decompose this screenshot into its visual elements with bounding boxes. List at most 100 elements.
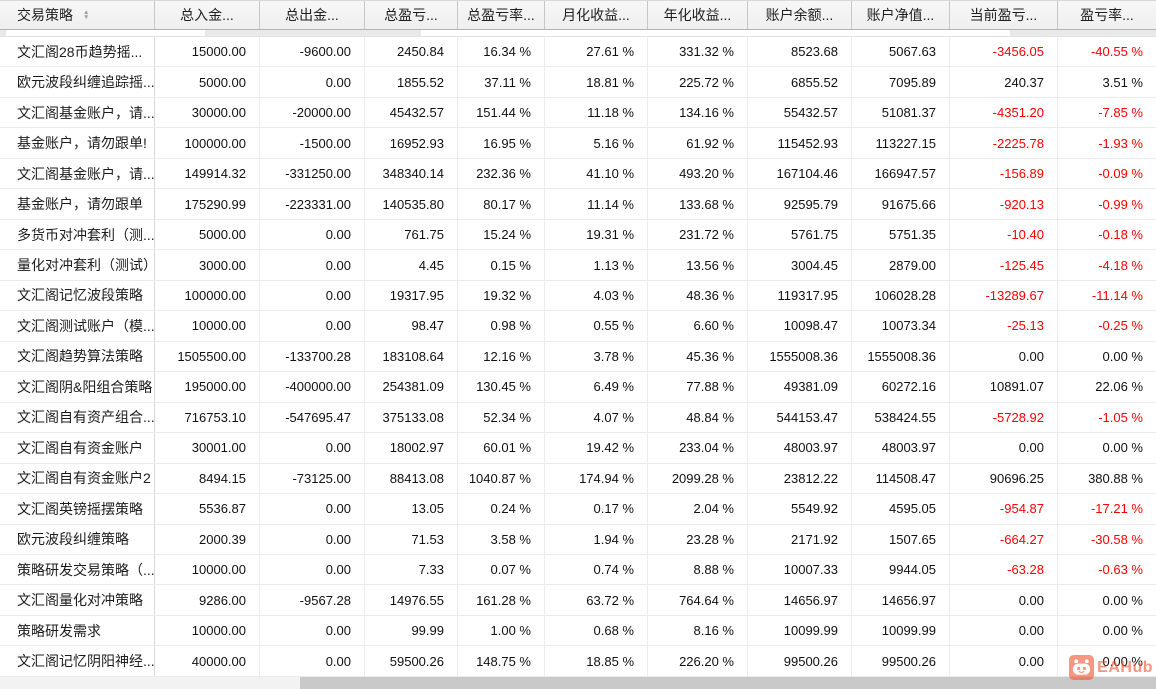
header-cell-1[interactable]: 总入金... <box>155 1 260 29</box>
table-row[interactable]: 文汇阁28币趋势摇... 15000.00 -9600.00 2450.84 16.34… <box>0 37 1156 68</box>
table-row[interactable]: 文汇阁趋势算法策略 1505500.00 -133700.28 183108.64 12… <box>0 341 1156 373</box>
value-cell: 1.13 % <box>545 250 648 280</box>
value-cell: -5728.92 <box>950 402 1058 433</box>
table-row[interactable]: 文汇阁记忆阴阳神经... 40000.00 0.00 59500.26 148.75 %… <box>0 646 1156 677</box>
value-cell: 77.88 % <box>648 372 748 402</box>
value-cell: 92595.79 <box>748 189 852 219</box>
value-cell: 45432.57 <box>365 97 458 128</box>
value-cell: 10099.99 <box>852 615 950 646</box>
header-cell-4[interactable]: 总盈亏率... <box>458 1 545 29</box>
value-cell: 167104.46 <box>748 158 852 189</box>
scrollbar-thumb[interactable] <box>300 677 1156 689</box>
header-cell-8[interactable]: 账户净值... <box>852 1 950 29</box>
header-label: 当前盈亏... <box>969 7 1038 23</box>
value-cell: 0.00 <box>950 433 1058 463</box>
table-row[interactable]: 文汇阁基金账户，请... 149914.32 -331250.00 348340.14… <box>0 158 1156 190</box>
value-cell: 0.00 <box>950 341 1058 372</box>
value-cell: 15.24 % <box>458 219 545 250</box>
header-cell-2[interactable]: 总出金... <box>260 1 365 29</box>
table-row[interactable]: 策略研发交易策略（... 10000.00 0.00 7.33 0.07 % 0.74 %… <box>0 554 1156 586</box>
value-cell: 41.10 % <box>545 158 648 189</box>
strategy-name-cell: 文汇阁量化对冲策略 <box>0 585 155 615</box>
value-cell: 99500.26 <box>748 646 852 676</box>
value-cell: 10891.07 <box>950 372 1058 402</box>
value-cell: 98.47 <box>365 311 458 341</box>
value-cell: 19317.95 <box>365 280 458 311</box>
value-cell: 48.36 % <box>648 280 748 311</box>
table-row[interactable]: 多货币对冲套利（测... 5000.00 0.00 761.75 15.24 % 19.3… <box>0 219 1156 251</box>
value-cell: 0.00 <box>260 615 365 646</box>
value-cell: -25.13 <box>950 311 1058 341</box>
value-cell: 48.84 % <box>648 402 748 433</box>
value-cell: 0.00 <box>260 494 365 524</box>
value-cell: -954.87 <box>950 494 1058 524</box>
value-cell: 232.36 % <box>458 158 545 189</box>
sort-icon[interactable]: ▲ ▼ <box>83 9 90 21</box>
table-row[interactable]: 文汇阁自有资金账户 30001.00 0.00 18002.97 60.01 % 19.4… <box>0 433 1156 464</box>
header-cell-3[interactable]: 总盈亏... <box>365 1 458 29</box>
value-cell: 0.98 % <box>458 311 545 341</box>
value-cell: 71.53 <box>365 524 458 554</box>
table-row[interactable]: 文汇阁阴&阳组合策略 195000.00 -400000.00 254381.09 13… <box>0 372 1156 403</box>
strategy-name-cell: 文汇阁记忆阴阳神经... <box>0 646 155 676</box>
header-cell-0[interactable]: 交易策略 ▲ ▼ <box>0 1 155 29</box>
header-cell-6[interactable]: 年化收益... <box>648 1 748 29</box>
value-cell: 1505500.00 <box>155 341 260 372</box>
table-row[interactable]: 量化对冲套利（测试） 3000.00 0.00 4.45 0.15 % 1.13 % 13.… <box>0 250 1156 281</box>
table-row[interactable]: 基金账户，请勿跟单! 100000.00 -1500.00 16952.93 16.95… <box>0 128 1156 159</box>
value-cell: -3456.05 <box>950 37 1058 67</box>
value-cell: 3.51 % <box>1102 74 1143 90</box>
value-cell: 175290.99 <box>155 189 260 219</box>
value-cell: -1.05 % <box>1098 409 1143 425</box>
partial-cell-shade <box>205 30 421 36</box>
strategy-name-cell: 欧元波段纠缠追踪摇... <box>0 67 155 97</box>
table-row[interactable]: 文汇阁量化对冲策略 9286.00 -9567.28 14976.55 161.28 %… <box>0 585 1156 616</box>
value-cell: 538424.55 <box>852 402 950 433</box>
table-row[interactable]: 文汇阁英镑摇摆策略 5536.87 0.00 13.05 0.24 % 0.17 % 2.0… <box>0 494 1156 525</box>
strategy-name-cell: 多货币对冲套利（测... <box>0 219 155 250</box>
value-cell: 5761.75 <box>748 219 852 250</box>
header-cell-7[interactable]: 账户余额... <box>748 1 852 29</box>
value-cell: 233.04 % <box>648 433 748 463</box>
header-cell-5[interactable]: 月化收益... <box>545 1 648 29</box>
value-cell: 22.06 % <box>1095 379 1143 395</box>
value-cell: -11.14 % <box>1091 287 1143 303</box>
header-label: 总盈亏... <box>384 7 438 23</box>
value-cell: 0.07 % <box>458 554 545 585</box>
value-cell: 106028.28 <box>852 280 950 311</box>
value-cell: 0.00 <box>260 433 365 463</box>
value-cell: 0.24 % <box>458 494 545 524</box>
value-cell: 5067.63 <box>852 37 950 67</box>
horizontal-scrollbar[interactable] <box>0 677 1156 689</box>
value-cell: 16952.93 <box>365 128 458 158</box>
value-cell: 113227.15 <box>852 128 950 158</box>
table-row[interactable]: 欧元波段纠缠追踪摇... 5000.00 0.00 1855.52 37.11 % 18.… <box>0 67 1156 98</box>
table-row[interactable]: 基金账户，请勿跟单 175290.99 -223331.00 140535.80 80.… <box>0 189 1156 220</box>
table-row[interactable]: 文汇阁基金账户，请... 30000.00 -20000.00 45432.57 151… <box>0 97 1156 129</box>
table-row[interactable]: 策略研发需求 10000.00 0.00 99.99 1.00 % 0.68 % 8.16 … <box>0 615 1156 647</box>
table-row[interactable]: 文汇阁自有资金账户2 8494.15 -73125.00 88413.08 1040.8… <box>0 463 1156 495</box>
table-row[interactable]: 文汇阁自有资产组合... 716753.10 -547695.47 375133.08… <box>0 402 1156 434</box>
value-cell: 8494.15 <box>155 463 260 494</box>
strategy-name-cell: 量化对冲套利（测试） <box>0 250 155 280</box>
table-row[interactable]: 文汇阁记忆波段策略 100000.00 0.00 19317.95 19.32 % 4.0… <box>0 280 1156 312</box>
value-cell: 60.01 % <box>458 433 545 463</box>
header-cell-9[interactable]: 当前盈亏... <box>950 1 1058 29</box>
value-cell: -7.85 % <box>1098 105 1143 121</box>
strategy-name-cell: 文汇阁趋势算法策略 <box>0 341 155 372</box>
table-row[interactable]: 欧元波段纠缠策略 2000.39 0.00 71.53 3.58 % 1.94 % 23.2… <box>0 524 1156 555</box>
header-cell-10[interactable]: 盈亏率... <box>1058 1 1156 29</box>
value-cell: 10000.00 <box>155 615 260 646</box>
table-row[interactable]: 文汇阁测试账户（模... 10000.00 0.00 98.47 0.98 % 0.55 … <box>0 311 1156 342</box>
value-cell: 174.94 % <box>545 463 648 494</box>
value-cell: 52.34 % <box>458 402 545 433</box>
value-cell: 80.17 % <box>458 189 545 219</box>
value-cell: 51081.37 <box>852 97 950 128</box>
strategy-name-cell: 文汇阁自有资金账户2 <box>0 463 155 494</box>
value-cell: 0.74 % <box>545 554 648 585</box>
value-cell: 0.00 <box>950 585 1058 615</box>
value-cell: 3.78 % <box>545 341 648 372</box>
value-cell: 23.28 % <box>648 524 748 554</box>
header-label: 盈亏率... <box>1080 7 1134 23</box>
